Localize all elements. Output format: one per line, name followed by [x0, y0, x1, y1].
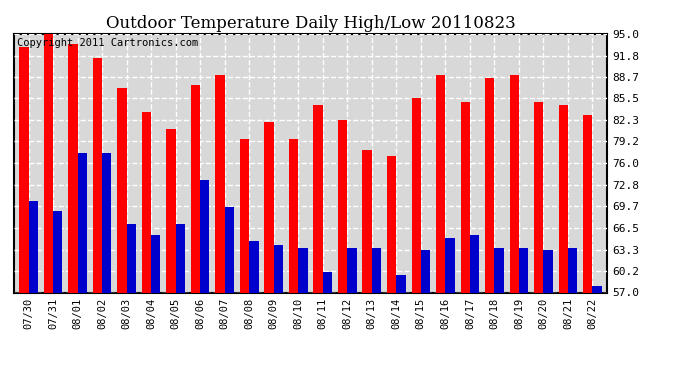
Title: Outdoor Temperature Daily High/Low 20110823: Outdoor Temperature Daily High/Low 20110… — [106, 15, 515, 32]
Bar — [362, 150, 372, 292]
Bar — [436, 75, 445, 292]
Bar — [77, 153, 87, 292]
Bar — [126, 224, 136, 292]
Bar — [372, 248, 381, 292]
Bar — [396, 276, 406, 292]
Bar — [559, 105, 568, 292]
Bar — [225, 207, 234, 292]
Bar — [142, 112, 151, 292]
Bar — [470, 235, 479, 292]
Bar — [544, 250, 553, 292]
Bar — [421, 250, 430, 292]
Bar — [445, 238, 455, 292]
Bar — [249, 242, 259, 292]
Bar — [347, 248, 357, 292]
Bar — [43, 34, 53, 292]
Bar — [298, 248, 308, 292]
Bar — [593, 286, 602, 292]
Bar — [289, 139, 298, 292]
Bar — [387, 156, 396, 292]
Bar — [151, 235, 161, 292]
Bar — [495, 248, 504, 292]
Bar — [411, 99, 421, 292]
Bar — [102, 153, 111, 292]
Bar — [92, 58, 102, 292]
Bar — [485, 78, 495, 292]
Bar — [460, 102, 470, 292]
Text: Copyright 2011 Cartronics.com: Copyright 2011 Cartronics.com — [17, 38, 198, 48]
Bar — [568, 248, 578, 292]
Bar — [28, 201, 38, 292]
Bar — [53, 211, 62, 292]
Bar — [215, 75, 225, 292]
Bar — [519, 248, 529, 292]
Bar — [264, 122, 274, 292]
Bar — [274, 245, 283, 292]
Bar — [583, 116, 593, 292]
Bar — [510, 75, 519, 292]
Bar — [534, 102, 544, 292]
Bar — [323, 272, 332, 292]
Bar — [338, 120, 347, 292]
Bar — [240, 139, 249, 292]
Bar — [191, 85, 200, 292]
Bar — [176, 224, 185, 292]
Bar — [313, 105, 323, 292]
Bar — [117, 88, 126, 292]
Bar — [68, 44, 77, 292]
Bar — [166, 129, 176, 292]
Bar — [200, 180, 210, 292]
Bar — [19, 47, 28, 292]
